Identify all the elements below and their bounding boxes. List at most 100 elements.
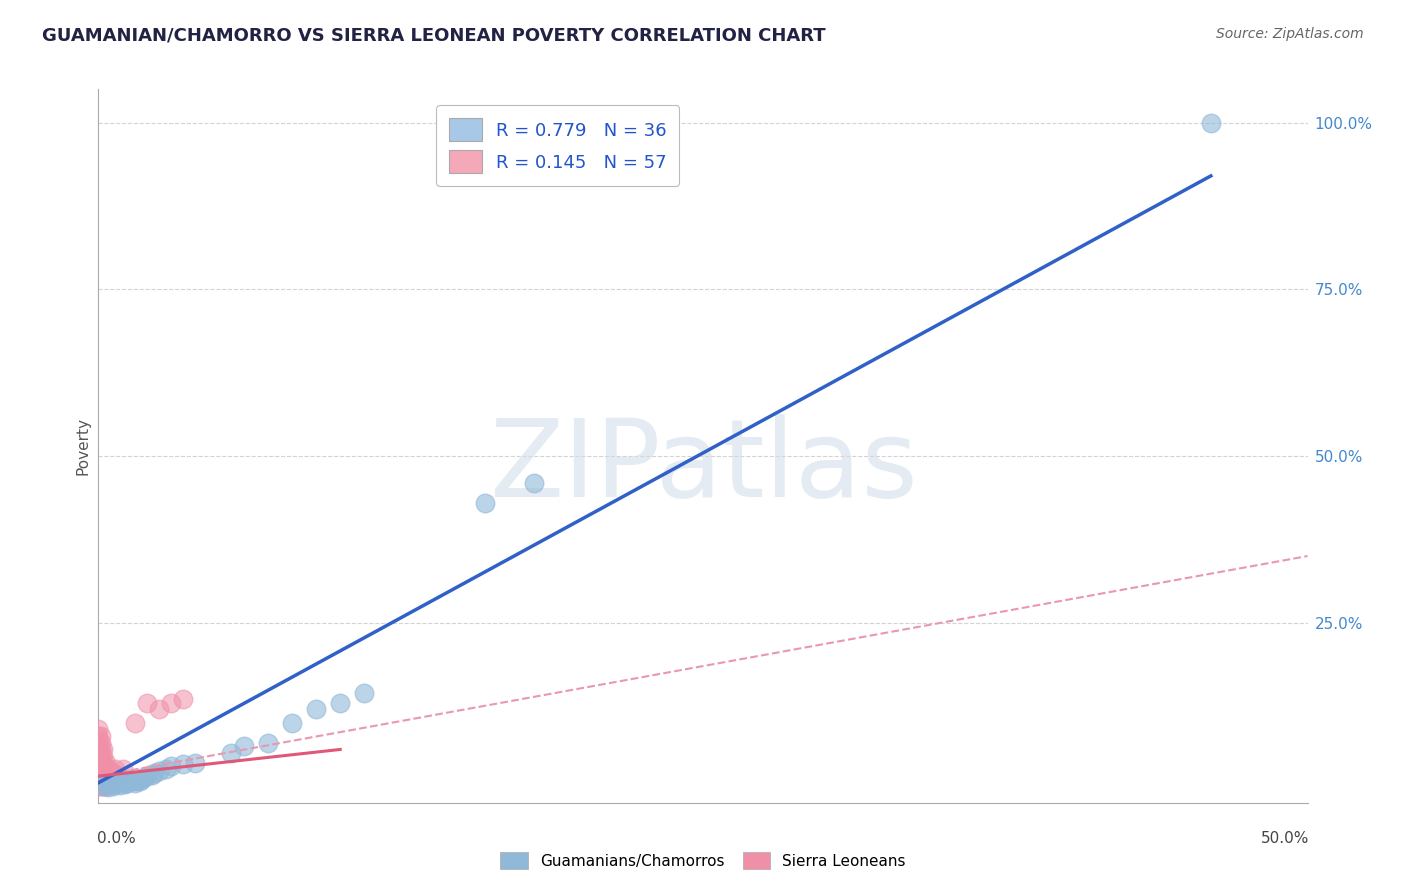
- Point: [124, 776, 146, 790]
- Point: [184, 756, 207, 770]
- Point: [91, 756, 114, 770]
- Point: [94, 756, 117, 770]
- Point: [87, 771, 110, 785]
- Text: ZIPatlas: ZIPatlas: [489, 415, 917, 520]
- Point: [91, 749, 114, 764]
- Point: [134, 771, 156, 785]
- Point: [90, 772, 112, 787]
- Point: [90, 779, 112, 793]
- Point: [107, 769, 129, 783]
- Point: [232, 739, 254, 753]
- Point: [90, 749, 112, 764]
- Point: [104, 769, 127, 783]
- Point: [143, 765, 166, 780]
- Point: [91, 763, 114, 777]
- Point: [94, 776, 117, 790]
- Point: [97, 780, 120, 795]
- Point: [91, 776, 114, 790]
- Point: [104, 777, 127, 791]
- Point: [91, 769, 114, 783]
- Legend: Guamanians/Chamorros, Sierra Leoneans: Guamanians/Chamorros, Sierra Leoneans: [494, 846, 912, 875]
- Point: [148, 702, 170, 716]
- Point: [135, 769, 157, 783]
- Point: [91, 779, 114, 793]
- Point: [91, 779, 114, 793]
- Point: [87, 737, 110, 751]
- Point: [329, 696, 352, 710]
- Text: Source: ZipAtlas.com: Source: ZipAtlas.com: [1216, 27, 1364, 41]
- Point: [90, 763, 112, 777]
- Point: [108, 779, 131, 793]
- Point: [155, 763, 177, 777]
- Point: [100, 765, 122, 780]
- Point: [124, 715, 146, 730]
- Point: [97, 763, 120, 777]
- Text: 50.0%: 50.0%: [1260, 831, 1309, 847]
- Point: [160, 696, 183, 710]
- Point: [90, 729, 112, 743]
- Point: [141, 768, 163, 782]
- Text: 0.0%: 0.0%: [97, 831, 136, 847]
- Point: [305, 702, 328, 716]
- Point: [87, 756, 110, 770]
- Point: [114, 777, 136, 791]
- Point: [523, 475, 546, 490]
- Point: [101, 779, 124, 793]
- Point: [94, 763, 117, 777]
- Point: [101, 772, 124, 787]
- Point: [100, 774, 122, 789]
- Point: [91, 742, 114, 756]
- Point: [111, 774, 134, 789]
- Point: [94, 777, 117, 791]
- Point: [131, 772, 153, 787]
- Point: [87, 759, 110, 773]
- Point: [256, 736, 278, 750]
- Point: [87, 752, 110, 766]
- Point: [87, 723, 110, 737]
- Point: [353, 686, 375, 700]
- Point: [94, 769, 117, 783]
- Point: [281, 715, 304, 730]
- Point: [87, 777, 110, 791]
- Point: [104, 763, 127, 777]
- Point: [100, 776, 122, 790]
- Point: [160, 759, 183, 773]
- Point: [172, 757, 194, 772]
- Point: [90, 742, 112, 756]
- Y-axis label: Poverty: Poverty: [75, 417, 90, 475]
- Point: [97, 769, 120, 783]
- Point: [87, 765, 110, 780]
- Point: [87, 729, 110, 743]
- Point: [87, 763, 110, 777]
- Point: [90, 776, 112, 790]
- Legend: R = 0.779   N = 36, R = 0.145   N = 57: R = 0.779 N = 36, R = 0.145 N = 57: [436, 105, 679, 186]
- Point: [135, 696, 157, 710]
- Point: [90, 756, 112, 770]
- Point: [90, 765, 112, 780]
- Point: [87, 774, 110, 789]
- Point: [127, 773, 149, 788]
- Point: [87, 742, 110, 756]
- Point: [94, 779, 117, 793]
- Point: [148, 764, 170, 778]
- Point: [474, 496, 496, 510]
- Point: [221, 746, 243, 760]
- Point: [172, 692, 194, 706]
- Point: [101, 765, 124, 780]
- Point: [87, 749, 110, 764]
- Point: [97, 776, 120, 790]
- Point: [90, 736, 112, 750]
- Point: [1199, 115, 1222, 129]
- Point: [87, 768, 110, 782]
- Point: [128, 774, 150, 789]
- Point: [117, 776, 139, 790]
- Point: [111, 763, 134, 777]
- Point: [90, 769, 112, 783]
- Point: [87, 779, 110, 793]
- Point: [118, 772, 141, 787]
- Point: [91, 772, 114, 787]
- Point: [87, 732, 110, 747]
- Text: GUAMANIAN/CHAMORRO VS SIERRA LEONEAN POVERTY CORRELATION CHART: GUAMANIAN/CHAMORRO VS SIERRA LEONEAN POV…: [42, 27, 825, 45]
- Point: [121, 774, 143, 789]
- Point: [107, 776, 129, 790]
